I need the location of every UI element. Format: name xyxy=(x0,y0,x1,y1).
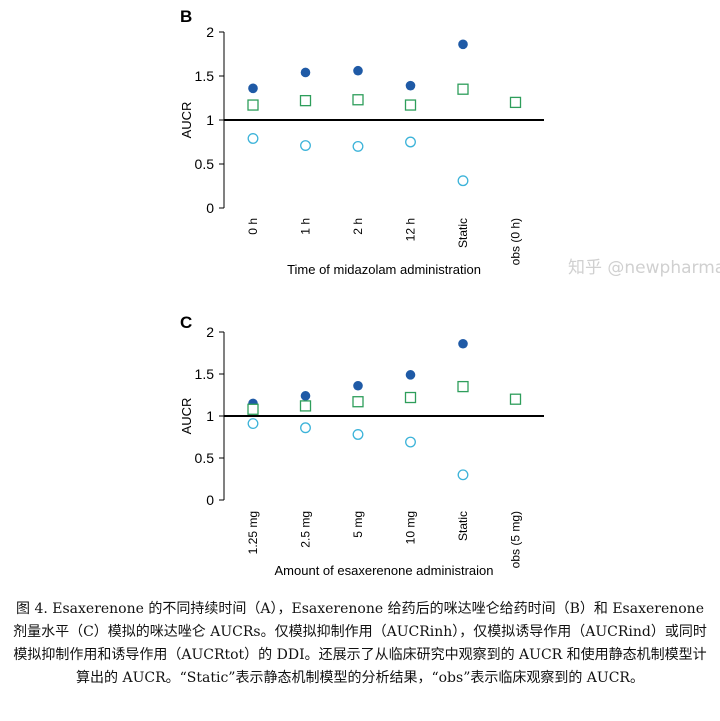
figure-charts: B 0 0.5 1 1.5 2 AUCR 0 h 1 h 2 h 12 h Static obs (0 … xyxy=(179,7,544,578)
panel-c-point-open-circle xyxy=(457,469,469,481)
panel-c-x-tick-label: 2.5 mg xyxy=(299,511,313,548)
panel-b-point-open-square xyxy=(404,99,417,111)
watermark: 知乎 @newpharma xyxy=(568,258,720,278)
panel-c-point-open-circle xyxy=(300,422,311,434)
panel-c-x-tick-label: Static xyxy=(456,511,470,541)
panel-c-point-open-square xyxy=(457,380,469,393)
panel-b-point-filled-circle xyxy=(405,80,416,91)
panel-c-point-open-circle xyxy=(405,436,416,448)
panel-b-x-tick-label: Static xyxy=(456,218,470,248)
panel-b-point-filled-circle xyxy=(353,65,363,76)
panel-b-point-open-circle xyxy=(300,140,311,151)
figure-caption: 图 4. Esaxerenone 的不同持续时间（A），Esaxerenone … xyxy=(13,601,707,686)
panel-c-point-open-square xyxy=(247,403,259,415)
panel-b-x-tick-label: obs (0 h) xyxy=(509,218,523,265)
panel-c-point-filled-circle xyxy=(300,391,311,401)
panel-c-x-tick-label: 5 mg xyxy=(351,511,365,538)
panel-c-point-open-square xyxy=(509,393,522,405)
panel-c-y-tick-label: 2 xyxy=(206,324,214,340)
panel-b-point-open-circle xyxy=(457,175,469,187)
panel-c-y-tick-label: 1.5 xyxy=(195,366,215,382)
panel-b-point-filled-circle xyxy=(300,67,311,78)
panel-c-point-filled-circle xyxy=(458,338,468,349)
panel-b-y-axis-title: AUCR xyxy=(179,102,194,139)
panel-c-point-open-circle xyxy=(352,429,364,440)
panel-b-y-tick-label: 2 xyxy=(206,24,214,40)
panel-c-y-tick-label: 1 xyxy=(206,408,214,424)
panel-c-x-tick-label: 1.25 mg xyxy=(246,511,260,554)
panel-c-y-tick-label: 0.5 xyxy=(195,450,215,466)
panel-c-x-axis-title: Amount of esaxerenone administraion xyxy=(275,563,494,578)
panel-b-point-open-circle xyxy=(352,140,364,152)
panel-c-point-filled-circle xyxy=(405,370,416,380)
panel-b-point-open-square xyxy=(352,94,364,106)
panel-b-x-tick-label: 1 h xyxy=(299,218,313,235)
panel-c-point-open-circle xyxy=(247,418,259,430)
panel-c-point-filled-circle xyxy=(353,380,363,391)
panel-b-y-tick-label: 1.5 xyxy=(195,68,215,84)
panel-b-x-axis-title: Time of midazolam administration xyxy=(287,262,481,277)
panel-b-point-open-circle xyxy=(247,133,259,144)
panel-b-point-open-square xyxy=(299,94,312,107)
panel-c-label: C xyxy=(180,313,192,332)
panel-b-point-open-square xyxy=(457,83,469,95)
panel-b-x-tick-label: 12 h xyxy=(404,218,418,241)
panel-c-point-open-square xyxy=(352,396,364,408)
panel-b-point-open-square xyxy=(509,96,522,109)
panel-b-x-tick-label: 0 h xyxy=(246,218,260,235)
panel-b-label: B xyxy=(180,7,192,26)
panel-c-x-tick-label: obs (5 mg) xyxy=(509,511,523,568)
panel-c-y-axis-title: AUCR xyxy=(179,398,194,435)
panel-b-point-open-square xyxy=(247,99,259,111)
panel-b-x-tick-label: 2 h xyxy=(351,218,365,235)
panel-c-point-open-square xyxy=(299,400,312,412)
panel-b-point-filled-circle xyxy=(248,83,258,94)
panel-b-point-filled-circle xyxy=(458,39,468,50)
panel-c-x-tick-label: 10 mg xyxy=(404,511,418,544)
panel-b-y-tick-label: 1 xyxy=(206,112,214,128)
panel-b-point-open-circle xyxy=(405,136,416,148)
panel-b-y-tick-label: 0 xyxy=(206,200,214,216)
panel-c-point-open-square xyxy=(404,391,417,404)
panel-c-y-tick-label: 0 xyxy=(206,492,214,508)
panel-b-y-tick-label: 0.5 xyxy=(195,156,215,172)
